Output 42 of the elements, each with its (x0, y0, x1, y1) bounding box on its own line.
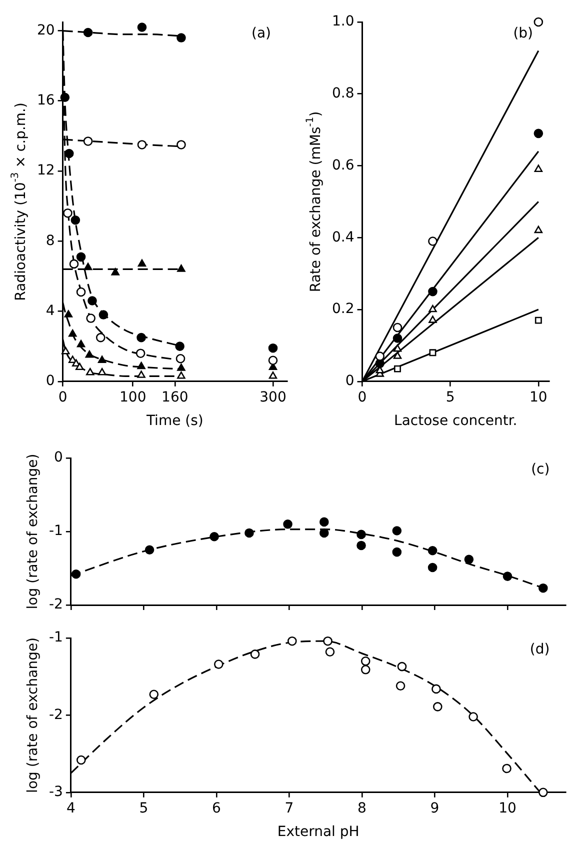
y-axis-title: log (rate of exchange) (25, 637, 42, 793)
y-tick-label: 1.0 (332, 14, 354, 30)
x-tick-label: 8 (358, 800, 366, 816)
y-tick-label: 0 (46, 373, 55, 390)
y-tick-label: -3 (48, 784, 63, 800)
x-tick-label: 100 (120, 389, 146, 406)
x-tick-label: 6 (212, 800, 222, 816)
y-tick-label: -2 (48, 706, 63, 723)
y-tick-label: -2 (48, 596, 63, 613)
x-axis-title: Time (s) (145, 413, 204, 430)
x-tick-label: 10 (530, 389, 548, 406)
x-tick-label: 300 (260, 389, 286, 406)
y-tick-label: 20 (36, 22, 55, 38)
annotation: (d) (530, 642, 550, 658)
x-tick-label: 160 (162, 389, 188, 406)
y-tick-label: 0 (54, 450, 63, 466)
annotation: (a) (251, 26, 272, 42)
x-axis-title: Lactose concentr. (394, 413, 518, 430)
y-tick-label: 0.6 (332, 157, 354, 174)
y-tick-label: -1 (48, 523, 63, 540)
y-tick-label: 0 (345, 373, 354, 390)
y-axis-title: Radioactivity (10-3 × c.p.m.) (10, 102, 30, 301)
x-tick-label: 4 (66, 800, 76, 816)
x-tick-label: 9 (430, 800, 440, 816)
x-tick-label: 0 (358, 389, 367, 406)
y-axis-title: log (rate of exchange) (25, 454, 42, 610)
y-tick-label: 0.2 (332, 301, 354, 318)
annotation: (b) (513, 26, 533, 42)
annotation: (c) (531, 462, 550, 478)
x-tick-label: 5 (446, 389, 455, 406)
x-tick-label: 10 (498, 800, 516, 816)
y-tick-label: 8 (46, 232, 55, 249)
y-tick-label: 16 (36, 92, 55, 109)
y-tick-label: 4 (46, 302, 55, 319)
x-tick-label: 5 (139, 800, 148, 816)
y-tick-label: 0.8 (332, 86, 354, 102)
y-tick-label: 12 (36, 162, 55, 179)
x-axis-title: External pH (277, 824, 360, 840)
y-tick-label: -1 (48, 630, 63, 646)
y-tick-label: 0.4 (332, 229, 354, 246)
y-axis-title: Rate of exchange (mMs-1) (305, 111, 324, 292)
x-tick-label: 7 (284, 800, 294, 816)
